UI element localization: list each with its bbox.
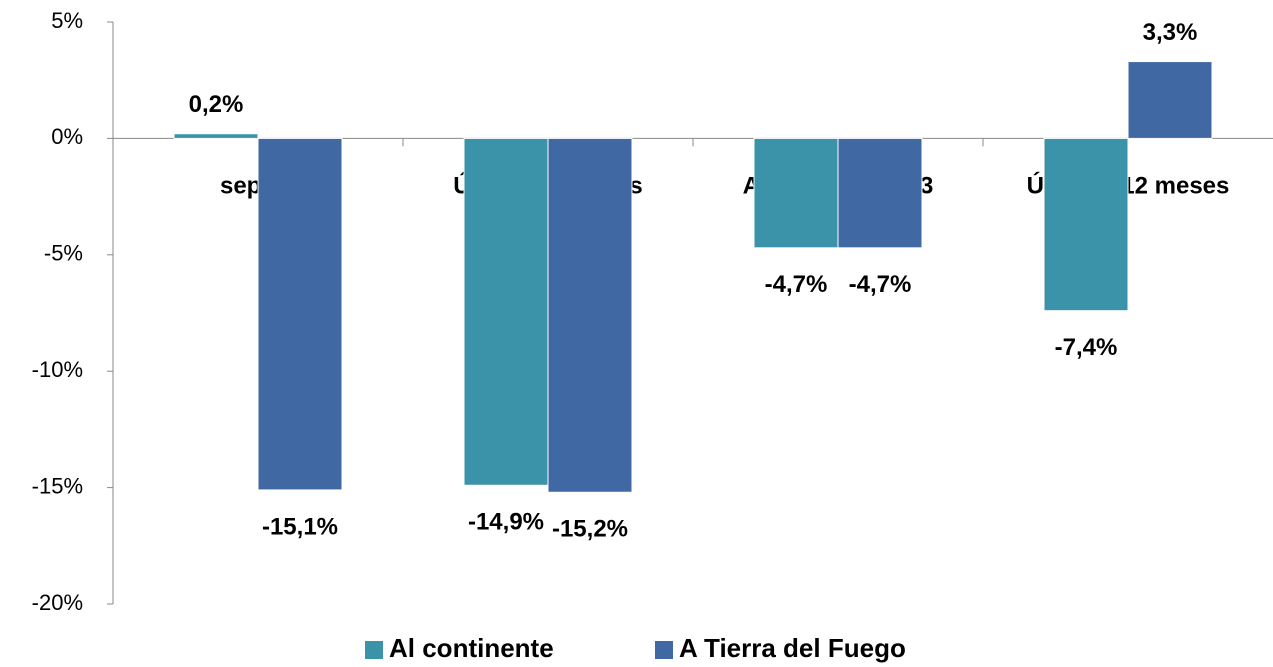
legend-label: Al continente	[389, 633, 554, 663]
data-label: 0,2%	[189, 91, 244, 118]
legend-swatch	[365, 641, 383, 659]
data-label: -4,7%	[765, 271, 828, 298]
bar	[837, 137, 923, 249]
data-label: -15,1%	[262, 513, 338, 540]
bar	[463, 137, 549, 486]
bar	[1127, 61, 1213, 139]
data-label: -4,7%	[849, 271, 912, 298]
y-tick-label: -10%	[32, 357, 83, 382]
bar	[173, 133, 259, 139]
data-label: -15,2%	[552, 516, 628, 543]
data-label: -7,4%	[1055, 334, 1118, 361]
bar	[257, 137, 343, 491]
data-label: -14,9%	[468, 509, 544, 536]
bar	[547, 137, 633, 493]
y-tick-label: -15%	[32, 473, 83, 498]
bar	[1043, 137, 1129, 312]
y-tick-label: -20%	[32, 590, 83, 615]
y-tick-label: 5%	[51, 8, 83, 33]
y-tick-label: -5%	[44, 241, 83, 266]
data-label: 3,3%	[1143, 19, 1198, 46]
bar	[753, 137, 839, 249]
y-tick-label: 0%	[51, 124, 83, 149]
legend-swatch	[655, 641, 673, 659]
legend-label: A Tierra del Fuego	[679, 633, 906, 663]
